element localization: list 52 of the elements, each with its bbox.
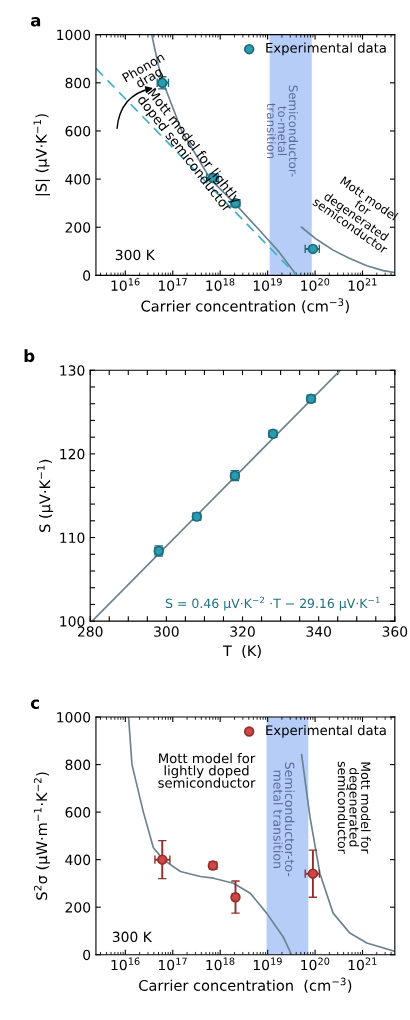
y-tick-label: 800 bbox=[65, 77, 91, 89]
x-tick-label: 10$^{19}$ bbox=[253, 957, 282, 971]
y-tick-label: 600 bbox=[65, 125, 91, 137]
x-tick-label: 320 bbox=[230, 626, 255, 637]
x-tick-label: 10$^{18}$ bbox=[206, 957, 235, 971]
y-tick-label: 100 bbox=[60, 616, 85, 627]
y-tick-label: 120 bbox=[60, 448, 85, 460]
x-tick-label: 10$^{16}$ bbox=[111, 278, 140, 291]
y-tick-label: 0 bbox=[83, 270, 91, 281]
annotation: Semiconductor- to-metal transition bbox=[266, 85, 298, 177]
x-tick-label: 10$^{18}$ bbox=[206, 278, 235, 291]
y-tick-label: 200 bbox=[65, 902, 91, 913]
y-tick-label: 400 bbox=[65, 854, 91, 866]
chart-title: a bbox=[30, 17, 41, 27]
annotation: Semiconductor-to- metal transition bbox=[273, 762, 295, 877]
point bbox=[157, 854, 168, 865]
x-tick-label: 10$^{16}$ bbox=[111, 957, 140, 971]
x-tick-label: 10$^{19}$ bbox=[253, 278, 282, 291]
x-tick-label: 300 bbox=[154, 626, 179, 637]
y-tick-label: 800 bbox=[65, 759, 91, 771]
annotation: 300 K bbox=[112, 931, 153, 943]
x-tick-label: 340 bbox=[306, 626, 331, 637]
annotation: Mott model for degenerated semiconductor bbox=[337, 761, 371, 854]
x-tick-label: 10$^{17}$ bbox=[158, 278, 187, 291]
y-tick-label: 600 bbox=[65, 807, 91, 818]
x-tick-label: 280 bbox=[77, 626, 103, 637]
y-axis-title: |S| (μV·K$^{−1}$) bbox=[33, 114, 51, 196]
x-axis-title: T (K) bbox=[222, 645, 261, 659]
x-axis-title: Carrier concentration (cm$^{−3}$) bbox=[139, 977, 352, 993]
annotation: S = 0.46 μV·K$^{−2}$ ·T − 29.16 μV·K$^{−1}$ bbox=[165, 596, 380, 611]
x-tick-label: 10$^{20}$ bbox=[301, 957, 330, 971]
y-axis-title: S (μV·K$^{−1}$) bbox=[37, 459, 54, 532]
legend-label: Experimental data bbox=[266, 724, 386, 738]
annotation: 300 K bbox=[115, 249, 156, 261]
x-tick-label: 360 bbox=[382, 626, 408, 637]
y-tick-label: 110 bbox=[60, 532, 85, 544]
y-tick-label: 130 bbox=[60, 365, 85, 376]
y-tick-label: 200 bbox=[65, 222, 91, 233]
chart-title: b bbox=[24, 349, 35, 363]
y-axis-title: S$^{2}$σ (μW·m$^{−1}$·K$^{−2}$) bbox=[33, 772, 51, 900]
x-tick-label: 10$^{21}$ bbox=[348, 957, 377, 971]
chart-title: c bbox=[30, 699, 39, 709]
y-tick-label: 400 bbox=[65, 174, 91, 185]
y-tick-label: 1000 bbox=[57, 29, 91, 41]
legend-label: Experimental data bbox=[266, 42, 386, 56]
x-tick-label: 10$^{17}$ bbox=[158, 957, 187, 971]
y-tick-label: 0 bbox=[83, 949, 91, 961]
annotation: Mott model for lightly doped semiconductor bbox=[158, 753, 256, 788]
x-axis-title: Carrier concentration (cm$^{−3}$) bbox=[141, 298, 349, 314]
x-tick-label: 10$^{20}$ bbox=[301, 278, 330, 291]
x-tick-label: 10$^{21}$ bbox=[348, 278, 377, 291]
y-tick-label: 1000 bbox=[57, 712, 91, 723]
